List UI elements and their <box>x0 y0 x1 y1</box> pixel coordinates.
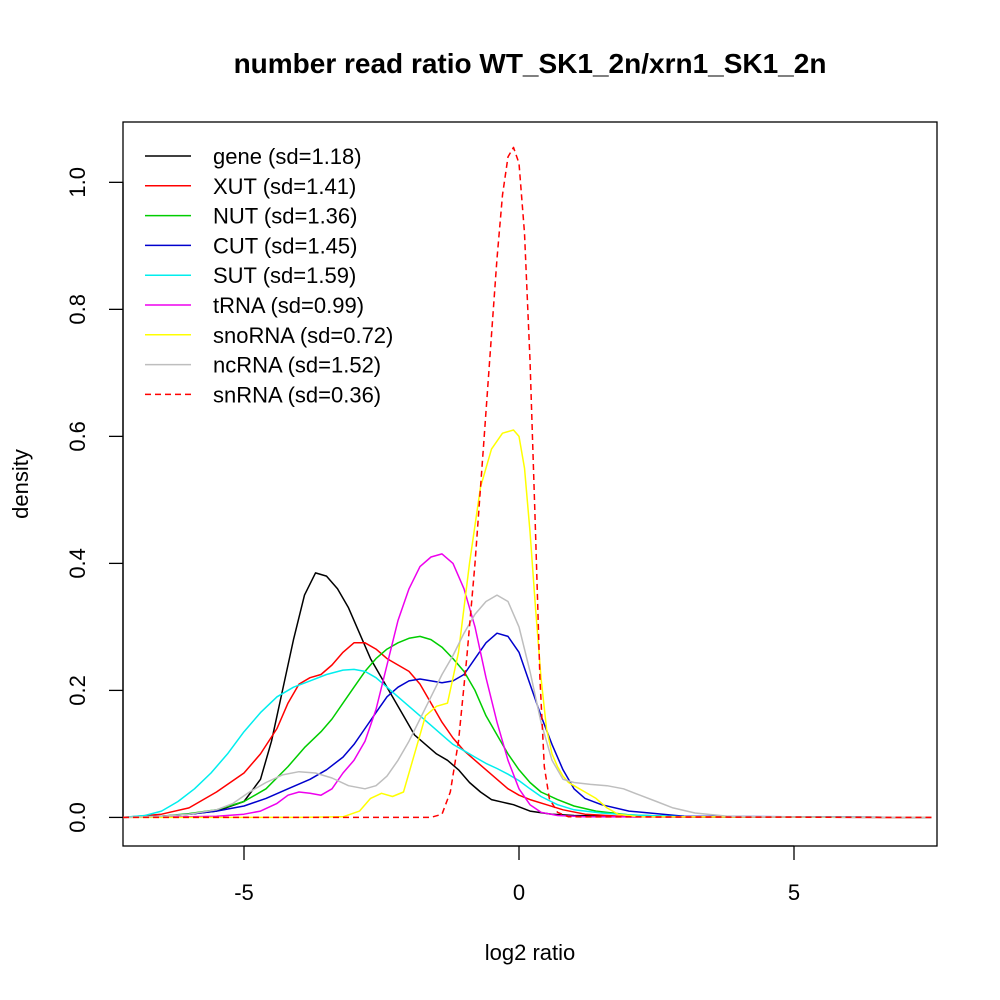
series-line-3 <box>122 632 932 819</box>
series-line-5 <box>122 553 932 819</box>
legend-label: snRNA (sd=0.36) <box>213 382 381 407</box>
legend-label: SUT (sd=1.59) <box>213 263 356 288</box>
x-axis-label: log2 ratio <box>485 940 576 965</box>
series-layer <box>122 146 932 819</box>
legend-label: XUT (sd=1.41) <box>213 174 356 199</box>
y-tick-label: 0.6 <box>65 421 90 452</box>
plot-frame <box>122 121 938 847</box>
y-tick-label: 0.4 <box>65 548 90 579</box>
x-tick-label: 5 <box>788 880 800 905</box>
legend-label: tRNA (sd=0.99) <box>213 293 364 318</box>
legend-label: NUT (sd=1.36) <box>213 204 357 229</box>
legend-label: gene (sd=1.18) <box>213 144 362 169</box>
y-tick-label: 1.0 <box>65 167 90 198</box>
series-line-6 <box>123 429 932 819</box>
x-tick-label: 0 <box>513 880 525 905</box>
y-tick-label: 0.8 <box>65 294 90 325</box>
y-tick-label: 0.0 <box>65 802 90 833</box>
series-line-0 <box>122 572 932 819</box>
x-tick-label: -5 <box>234 880 254 905</box>
legend-label: ncRNA (sd=1.52) <box>213 353 381 378</box>
y-tick-label: 0.2 <box>65 675 90 706</box>
series-line-2 <box>122 635 932 819</box>
series-line-1 <box>122 642 932 819</box>
x-axis: -5 0 5 <box>234 845 800 905</box>
legend-label: CUT (sd=1.45) <box>213 233 357 258</box>
series-line-7 <box>122 594 932 819</box>
y-axis: 0.0 0.2 0.4 0.6 0.8 1.0 <box>65 167 124 833</box>
legend-label: snoRNA (sd=0.72) <box>213 323 393 348</box>
y-axis-label: density <box>8 449 33 519</box>
series-line-4 <box>122 668 932 819</box>
series-line-8 <box>123 146 932 819</box>
legend: gene (sd=1.18) XUT (sd=1.41) NUT (sd=1.36)… <box>145 144 393 407</box>
chart-title: number read ratio WT_SK1_2n/xrn1_SK1_2n <box>234 48 827 79</box>
